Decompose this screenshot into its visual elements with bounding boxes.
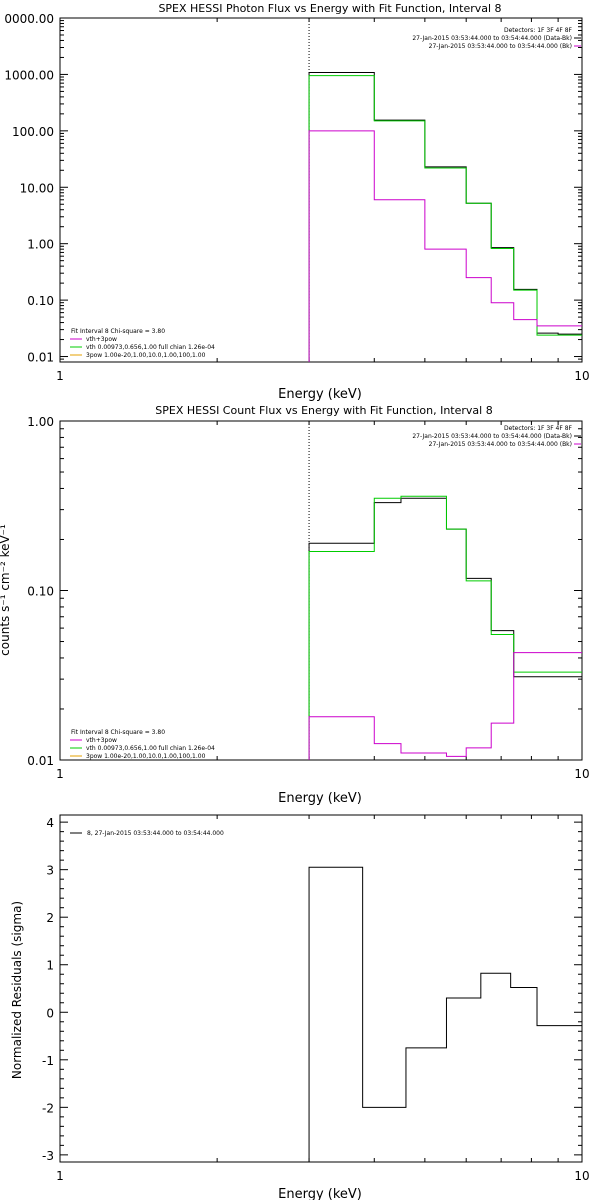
y-tick-label: 10.00	[20, 181, 54, 195]
count-flux-panel: SPEX HESSI Count Flux vs Energy with Fit…	[0, 404, 590, 806]
count-flux-ylabel: counts s⁻¹ cm⁻² keV⁻¹	[0, 524, 12, 656]
y-tick-label: -3	[42, 1149, 54, 1163]
series-line	[308, 130, 582, 362]
y-tick-label: 0.10	[27, 294, 54, 308]
photon-flux-legend-topright: Detectors: 1F 3F 4F 8F 27-Jan-2015 03:53…	[412, 27, 572, 50]
y-tick-label: 1.00	[27, 415, 54, 429]
series-line	[308, 497, 582, 760]
x-tick-label: 1	[56, 767, 64, 781]
legend-data-bk: 27-Jan-2015 03:53:44.000 to 03:54:44.000…	[412, 35, 572, 42]
y-tick-label: -2	[42, 1101, 54, 1115]
y-tick-label: 3	[46, 864, 54, 878]
y-tick-label: 4	[46, 816, 54, 830]
y-tick-label: 0	[46, 1006, 54, 1020]
legend-3pow: 3pow 1.00e-20,1.00,10.0,1.00,100,1.00	[86, 352, 206, 359]
legend-model: vth+3pow	[86, 737, 117, 744]
legend-fit-interval: Fit Interval 8 Chi-square = 3.80	[71, 328, 165, 335]
legend-bk: 27-Jan-2015 03:53:44.000 to 03:54:44.000…	[429, 441, 572, 448]
y-tick-label: 1	[46, 959, 54, 973]
legend-fit-interval: Fit Interval 8 Chi-square = 3.80	[71, 729, 165, 736]
residuals-legend-label: 8, 27-Jan-2015 03:53:44.000 to 03:54:44.…	[87, 830, 224, 837]
count-flux-xlabel: Energy (keV)	[278, 791, 362, 806]
series-line	[308, 72, 582, 362]
y-tick-label: 0.01	[27, 754, 54, 768]
y-tick-label: 0.10	[27, 585, 54, 599]
plot-frame	[59, 17, 583, 363]
count-flux-legend-bottomleft: Fit Interval 8 Chi-square = 3.80 vth+3po…	[71, 729, 215, 760]
residuals-panel: Energy (keV) Normalized Residuals (sigma…	[10, 814, 590, 1200]
legend-vth: vth 0.00973,0.656,1.00 full chian 1.26e-…	[86, 344, 215, 351]
residuals-ylabel: Normalized Residuals (sigma)	[10, 901, 24, 1079]
photon-flux-legend-bottomleft: Fit Interval 8 Chi-square = 3.80 vth+3po…	[71, 328, 215, 359]
legend-model: vth+3pow	[86, 336, 117, 343]
photon-flux-xlabel: Energy (keV)	[278, 387, 362, 402]
photon-flux-panel: SPEX HESSI Photon Flux vs Energy with Fi…	[4, 2, 589, 402]
series-line	[308, 652, 582, 760]
y-tick-label: 1000.00	[4, 68, 54, 82]
photon-flux-title: SPEX HESSI Photon Flux vs Energy with Fi…	[158, 2, 501, 15]
series-line	[308, 866, 582, 1162]
legend-data-bk: 27-Jan-2015 03:53:44.000 to 03:54:44.000…	[412, 433, 572, 440]
x-tick-label: 10	[574, 369, 589, 383]
legend-3pow: 3pow 1.00e-20,1.00,10.0,1.00,100,1.00	[86, 753, 206, 760]
x-tick-label: 10	[574, 1169, 589, 1183]
y-tick-label: 100.00	[12, 125, 54, 139]
series-line	[308, 495, 582, 760]
legend-detectors: Detectors: 1F 3F 4F 8F	[504, 425, 573, 432]
count-flux-title: SPEX HESSI Count Flux vs Energy with Fit…	[155, 404, 492, 417]
y-tick-label: 2	[46, 911, 54, 925]
x-tick-label: 1	[56, 1169, 64, 1183]
residuals-xlabel: Energy (keV)	[278, 1187, 362, 1200]
y-tick-label: 1.00	[27, 238, 54, 252]
legend-detectors: Detectors: 1F 3F 4F 8F	[504, 27, 573, 34]
residuals-legend: 8, 27-Jan-2015 03:53:44.000 to 03:54:44.…	[87, 830, 224, 837]
count-flux-legend-topright: Detectors: 1F 3F 4F 8F 27-Jan-2015 03:53…	[412, 425, 572, 448]
legend-vth: vth 0.00973,0.656,1.00 full chian 1.26e-…	[86, 745, 215, 752]
plot-frame	[59, 814, 583, 1163]
legend-bk: 27-Jan-2015 03:53:44.000 to 03:54:44.000…	[429, 43, 572, 50]
series-line	[308, 75, 582, 362]
y-tick-label: 0000.00	[4, 12, 54, 26]
plot-frame	[59, 420, 583, 761]
y-tick-label: -1	[42, 1054, 54, 1068]
x-tick-label: 10	[574, 767, 589, 781]
x-tick-label: 1	[56, 369, 64, 383]
y-tick-label: 0.01	[27, 351, 54, 365]
